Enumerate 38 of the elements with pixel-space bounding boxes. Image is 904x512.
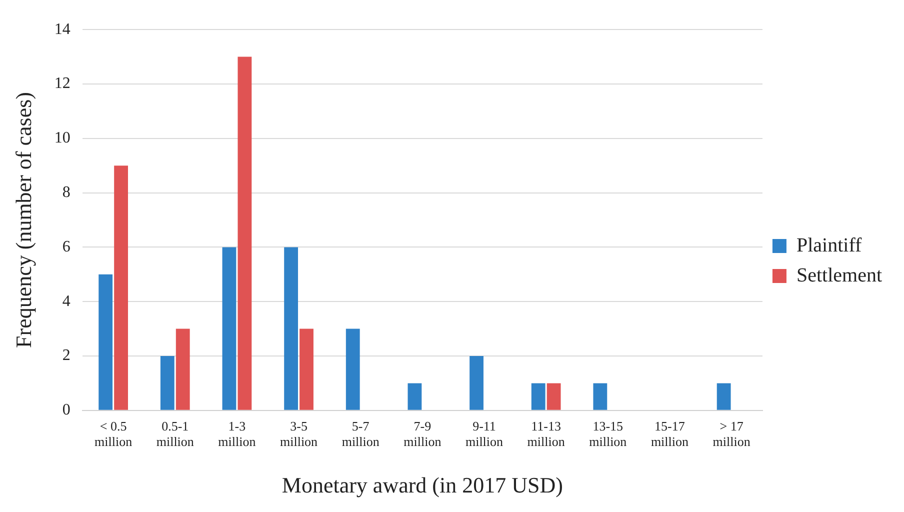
bar (546, 383, 561, 410)
bar (238, 56, 252, 410)
y-tick-label: 4 (62, 292, 70, 310)
bar (470, 356, 484, 410)
bar (346, 328, 360, 410)
bar (222, 247, 236, 410)
x-tick-label: 11-13 million (527, 418, 566, 450)
y-tick-label: 10 (54, 130, 70, 147)
bar (593, 383, 608, 410)
legend-label: Plaintiff (796, 234, 862, 256)
x-tick-label: 0.5-1 million (156, 418, 194, 450)
y-tick-label: 6 (62, 238, 70, 256)
bar (408, 383, 422, 410)
x-tick-label: 15-17 million (650, 418, 690, 450)
x-tick-label: 9-11 million (465, 418, 504, 450)
bar (98, 274, 113, 410)
bar (284, 247, 298, 410)
bar (531, 383, 546, 410)
y-tick-label: 12 (54, 75, 70, 92)
y-tick-label: 2 (62, 347, 70, 364)
bar (176, 328, 190, 410)
bar (114, 166, 128, 410)
y-tick-label: 8 (62, 184, 70, 202)
y-tick-label: 14 (54, 20, 70, 38)
x-tick-label: < 0.5 million (94, 418, 133, 450)
x-tick-label: 13-15 million (589, 418, 628, 450)
x-tick-label: 1-3 million (218, 418, 256, 450)
bar (716, 383, 731, 410)
x-axis-title: Monetary award (in 2017 USD) (282, 472, 563, 498)
x-tick-label: 7-9 million (404, 418, 442, 450)
y-tick-label: 0 (62, 402, 70, 419)
y-axis-title: Frequency (number of cases) (10, 92, 36, 348)
bar (160, 356, 174, 410)
x-tick-label: 3-5 million (280, 418, 318, 450)
bar (300, 328, 314, 410)
legend-label: Settlement (796, 264, 882, 286)
x-tick-label: 5-7 million (342, 418, 380, 450)
x-tick-label: > 17 million (712, 418, 751, 450)
